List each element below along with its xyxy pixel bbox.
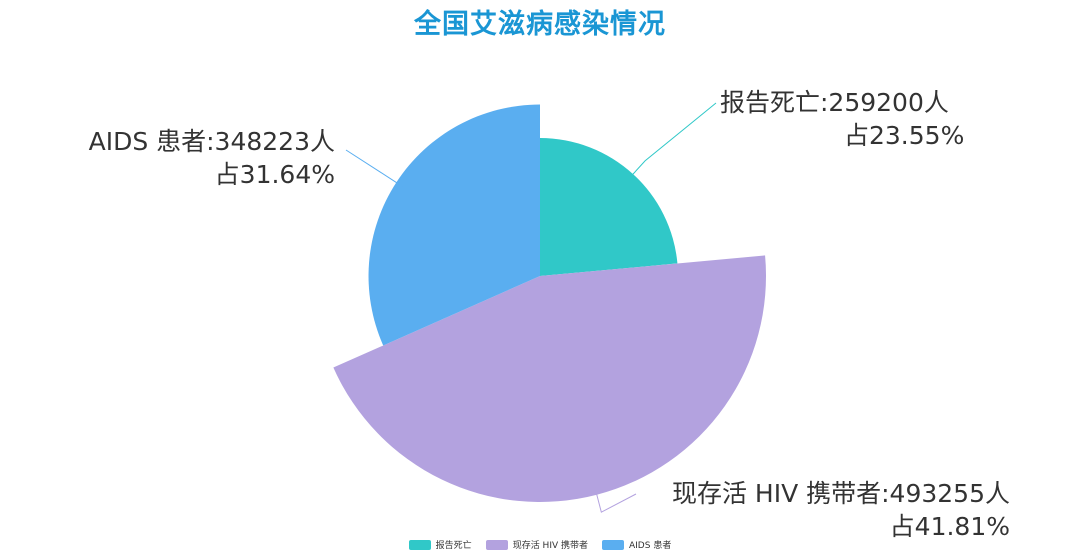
chart-legend: 报告死亡 现存活 HIV 携带者 AIDS 患者 (0, 538, 1080, 551)
slice-label-hiv-percent: 占41.81% (889, 512, 1010, 541)
slice-label-hiv-value: 现存活 HIV 携带者:493255人 (671, 479, 1010, 508)
legend-item-aids[interactable]: AIDS 患者 (602, 538, 671, 551)
slice-label-aids-value: AIDS 患者:348223人 (88, 127, 335, 156)
chart-title: 全国艾滋病感染情况 (414, 9, 666, 40)
slice-label-deaths-value: 报告死亡:259200人 (720, 88, 949, 117)
legend-swatch-aids (602, 539, 624, 550)
pie-slice-hiv[interactable] (333, 255, 766, 502)
legend-item-deaths[interactable]: 报告死亡 (408, 538, 472, 551)
leader-line-deaths (627, 102, 717, 181)
legend-label-hiv: 现存活 HIV 携带者 (512, 541, 588, 551)
slice-label-deaths-percent: 占23.55% (844, 121, 965, 150)
legend-swatch-deaths (408, 539, 431, 550)
pie-slice-deaths[interactable] (540, 138, 678, 276)
leader-line-hiv (594, 486, 637, 513)
pie-slice-aids[interactable] (368, 104, 540, 346)
slice-label-hiv: 现存活 HIV 携带者:493255人 占41.81% (640, 477, 1010, 543)
slice-label-aids: AIDS 患者:348223人 占31.64% (55, 125, 335, 191)
leader-line-aids (345, 149, 404, 188)
legend-swatch-hiv (485, 539, 508, 550)
slice-label-aids-percent: 占31.64% (214, 160, 335, 189)
legend-label-deaths: 报告死亡 (435, 541, 472, 551)
legend-item-hiv[interactable]: 现存活 HIV 携带者 (485, 538, 588, 551)
legend-label-aids: AIDS 患者 (629, 541, 672, 551)
slice-label-deaths: 报告死亡:259200人 占23.55% (720, 86, 964, 152)
